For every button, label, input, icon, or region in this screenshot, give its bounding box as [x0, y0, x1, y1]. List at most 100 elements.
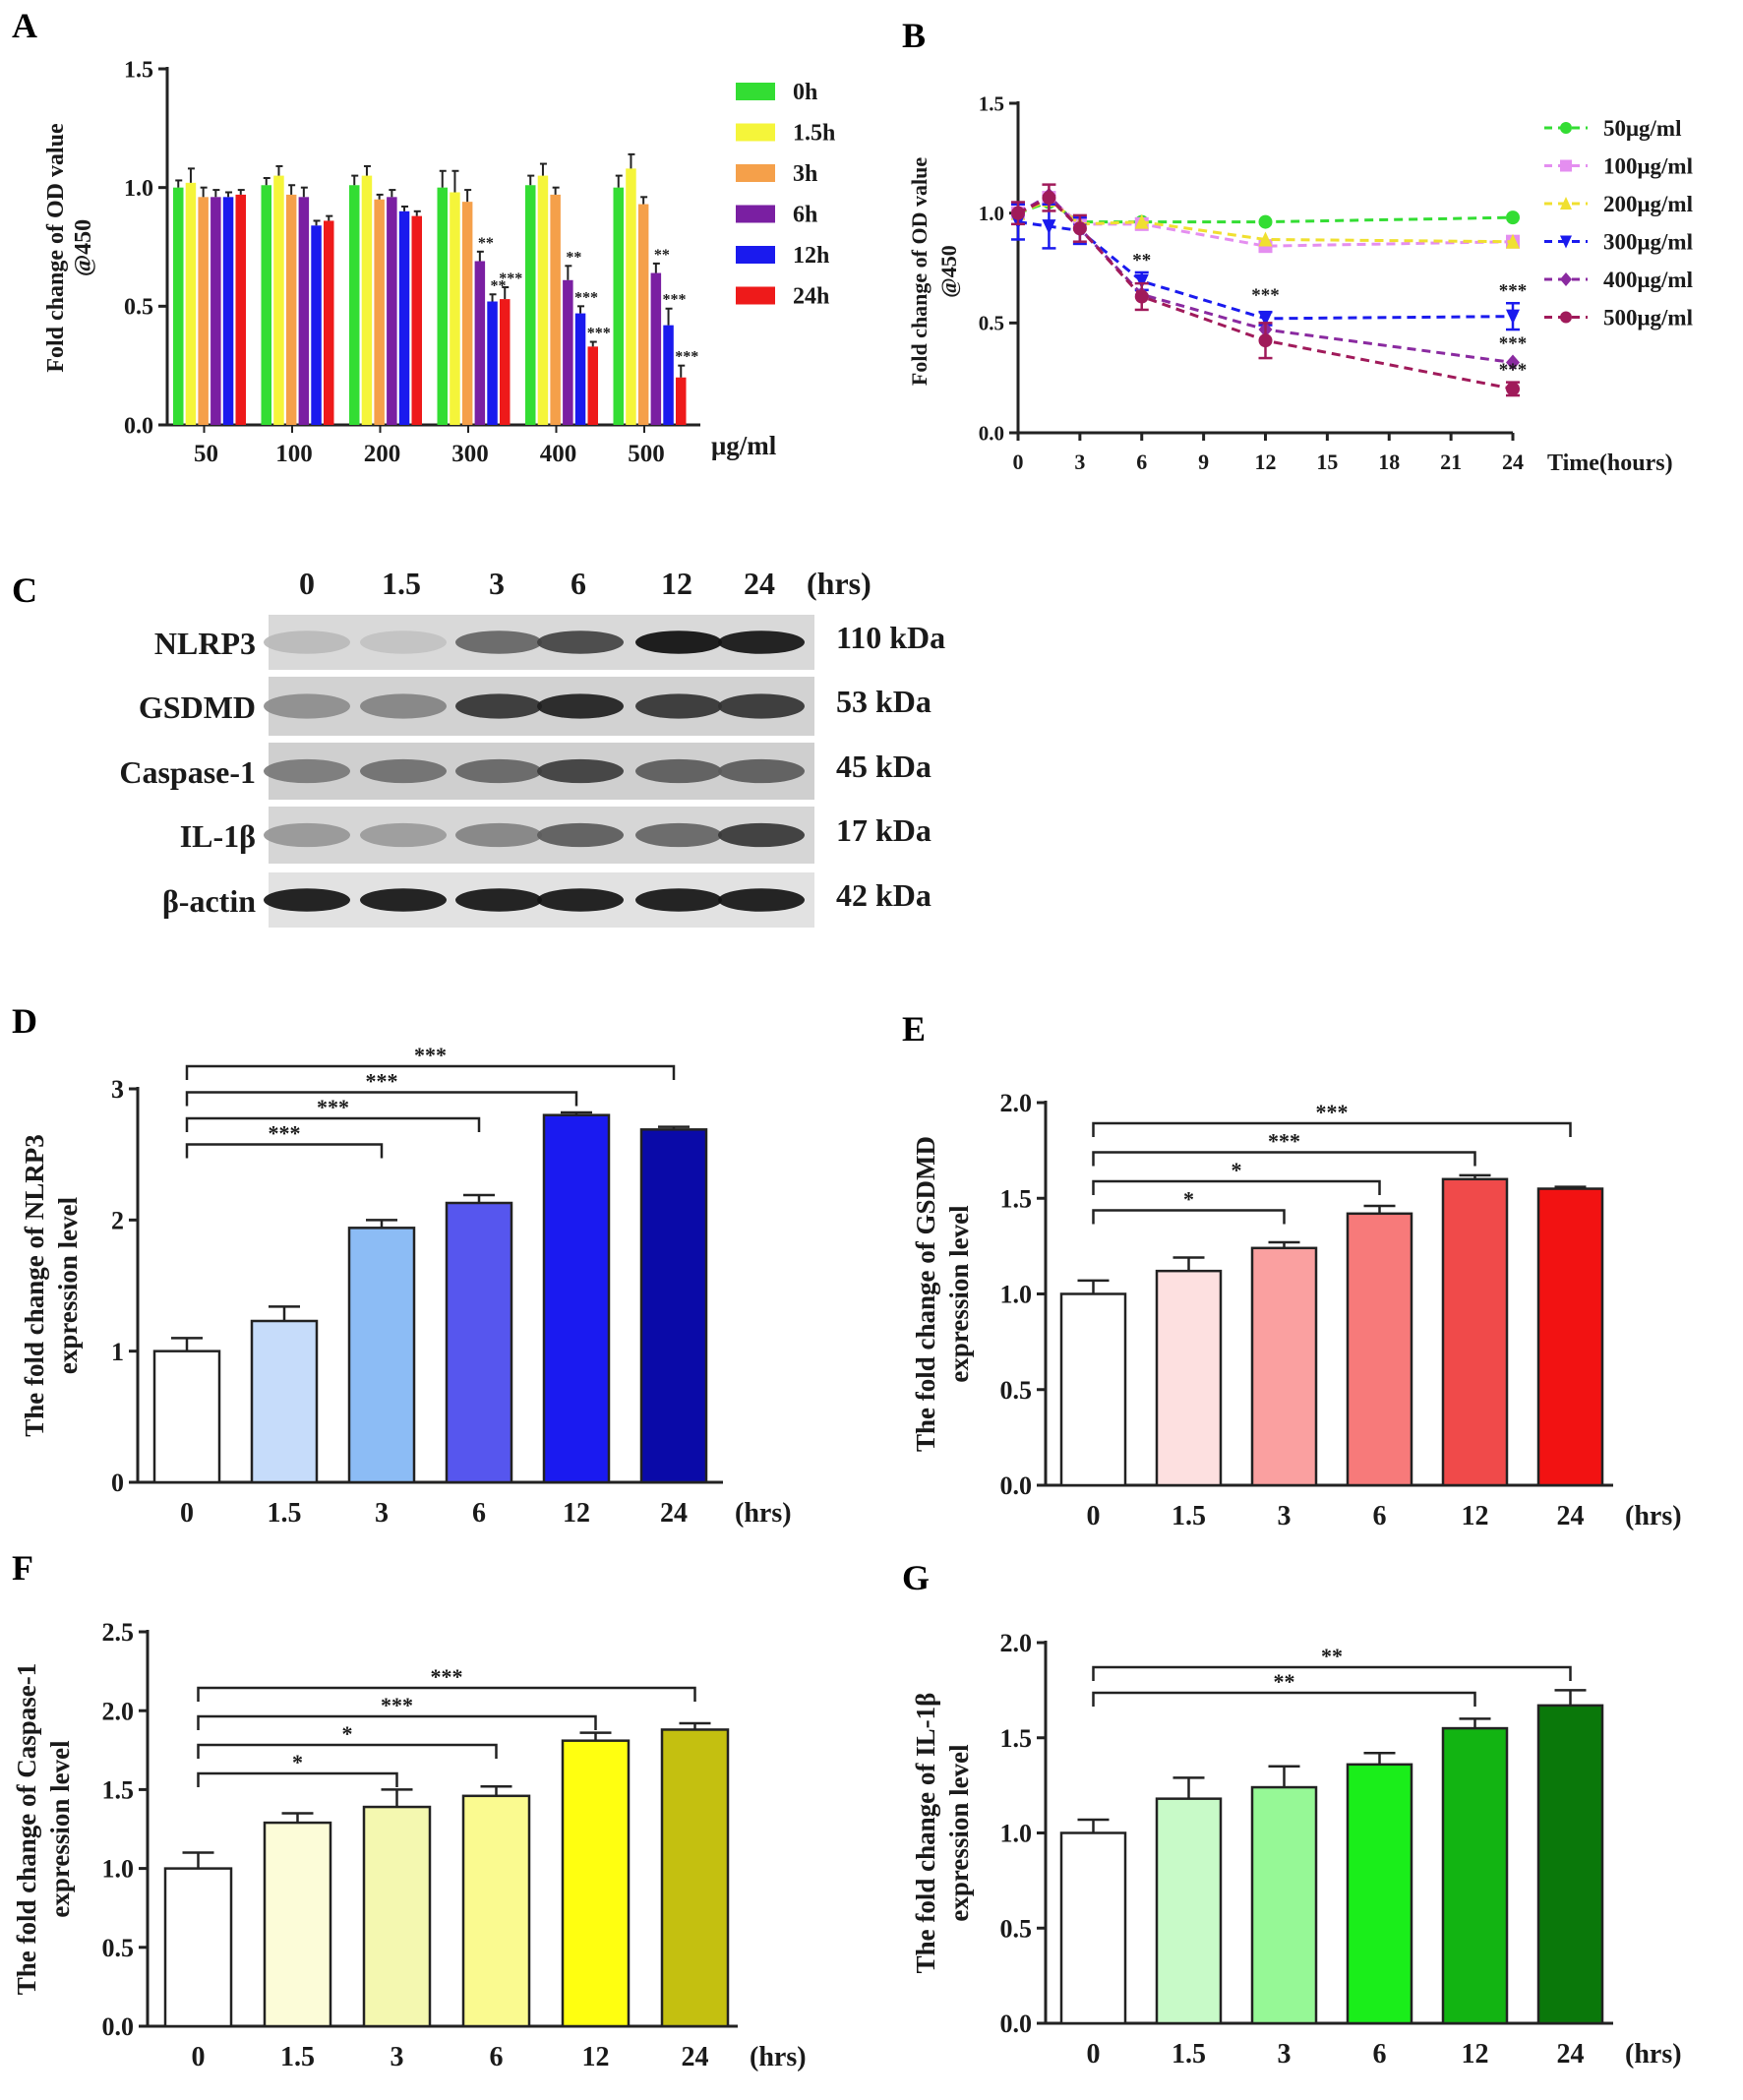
- c-molecular-weight: 53 kDa: [836, 684, 932, 719]
- d-x-tick-label: 0: [180, 1498, 194, 1529]
- b-significance-stars: ***: [1499, 360, 1528, 381]
- c-protein-name: IL-1β: [180, 818, 256, 854]
- a-legend-swatch: [736, 246, 775, 264]
- a-bar: [361, 175, 373, 425]
- a-legend-swatch: [736, 83, 775, 100]
- c-protein-band: [455, 888, 542, 912]
- a-significance-stars: ***: [574, 289, 598, 306]
- b-data-point: [1560, 235, 1572, 249]
- b-legend-label: 200μg/ml: [1603, 192, 1693, 216]
- a-bar: [450, 192, 460, 425]
- a-bar: [574, 313, 586, 425]
- a-bar: [198, 197, 209, 425]
- e-x-tick-label: 12: [1462, 1501, 1489, 1531]
- a-legend-swatch: [736, 164, 775, 182]
- d-significance-bracket: [185, 1091, 578, 1107]
- f-x-tick-label: 6: [490, 2042, 504, 2072]
- a-significance-stars: ***: [499, 270, 522, 287]
- a-y-axis-title: Fold change of OD value@450: [43, 123, 96, 373]
- a-bar: [525, 185, 536, 425]
- d-y-tick-label: 1: [111, 1338, 124, 1366]
- d-significance-bracket: [185, 1064, 676, 1080]
- a-bar: [173, 187, 184, 425]
- a-y-tick-label: 1.0: [124, 176, 153, 202]
- g-bar: [1536, 1704, 1604, 2025]
- d-significance-stars: ***: [414, 1043, 447, 1067]
- c-protein-band: [264, 758, 350, 784]
- b-significance-stars: ***: [1499, 281, 1528, 302]
- b-data-point: [1560, 197, 1572, 210]
- c-protein-band: [537, 758, 624, 784]
- e-significance-stars: ***: [1316, 1100, 1349, 1124]
- e-y-axis-title-line: expression level: [944, 1205, 974, 1383]
- c-protein-band: [718, 822, 805, 848]
- f-significance-stars: ***: [431, 1664, 463, 1689]
- f-y-tick-label: 1.0: [102, 1855, 135, 1884]
- a-legend-label: 24h: [793, 284, 829, 310]
- a-significance-stars: ***: [587, 326, 611, 342]
- e-y-axis-title: The fold change of GSDMD expression level: [911, 1136, 974, 1452]
- f-y-tick-label: 0.0: [102, 2012, 135, 2041]
- a-bar: [387, 197, 397, 425]
- panel-b-cell-viability-line-chart: 0.0 0.5 1.0 1.5 0 3 6 9 12 15 18 21 24 Time(hours) Fol…: [907, 91, 1693, 476]
- b-data-point: [1506, 210, 1520, 225]
- g-y-tick-label: 0.0: [1000, 2010, 1033, 2038]
- c-molecular-weight: 17 kDa: [836, 812, 932, 848]
- d-significance-stars: ***: [317, 1095, 349, 1119]
- a-x-tick-label: 100: [275, 441, 313, 467]
- b-legend-label: 500μg/ml: [1603, 306, 1693, 330]
- b-significance-stars: ***: [1251, 285, 1280, 306]
- d-bar: [639, 1128, 708, 1484]
- b-legend-label: 100μg/ml: [1603, 154, 1693, 179]
- a-significance-stars: **: [491, 277, 507, 294]
- d-y-axis-title-line: expression level: [53, 1196, 83, 1374]
- c-protein-band: [635, 888, 722, 912]
- c-protein-band: [635, 693, 722, 719]
- b-data-point: [1134, 213, 1149, 229]
- panel-g-il1b-bar-chart: 0.0 0.5 1.0 1.5 2.0 0 1.5 3 6 12 24 (hrs) ** ** The fo…: [911, 1629, 1682, 2070]
- panel-label-g: G: [902, 1558, 930, 1597]
- b-data-point: [1560, 159, 1572, 172]
- f-y-tick-label: 1.5: [102, 1776, 135, 1805]
- b-data-point: [1560, 311, 1572, 324]
- e-bar: [1346, 1212, 1413, 1487]
- c-lane-label: 24: [744, 566, 775, 601]
- b-x-tick-label: 9: [1198, 450, 1209, 474]
- b-data-point: [1042, 219, 1056, 235]
- b-data-point: [1506, 382, 1520, 396]
- b-significance-stars: **: [1132, 250, 1151, 270]
- b-data-point: [1560, 272, 1572, 286]
- g-x-tick-label: 3: [1278, 2039, 1292, 2070]
- d-significance-stars: ***: [366, 1069, 398, 1094]
- b-x-tick-label: 21: [1440, 450, 1462, 474]
- b-x-tick-label: 15: [1316, 450, 1338, 474]
- a-significance-stars: ***: [663, 292, 687, 309]
- d-bar: [250, 1319, 319, 1484]
- g-bar: [1155, 1797, 1223, 2025]
- a-legend-label: 1.5h: [793, 121, 835, 147]
- e-significance-stars: *: [1232, 1158, 1242, 1182]
- a-x-tick-label: 50: [194, 441, 218, 467]
- a-bar: [650, 272, 662, 425]
- f-x-axis-title: (hrs): [750, 2042, 807, 2072]
- a-x-tick-label: 300: [451, 441, 489, 467]
- a-x-tick-label: 500: [628, 441, 665, 467]
- a-x-tick-label: 400: [540, 441, 577, 467]
- g-y-tick-label: 1.0: [1000, 1820, 1033, 1848]
- d-x-tick-label: 24: [660, 1498, 688, 1529]
- b-data-point: [1072, 221, 1087, 236]
- g-x-tick-label: 12: [1462, 2039, 1489, 2070]
- d-significance-bracket: [185, 1143, 384, 1159]
- f-y-axis-title: The fold change of Caspase-1 expression l…: [12, 1663, 75, 1996]
- panel-label-c: C: [12, 570, 37, 610]
- g-significance-stars: **: [1274, 1669, 1295, 1694]
- f-y-tick-label: 2.0: [102, 1697, 135, 1725]
- c-protein-band: [360, 693, 447, 719]
- g-bar: [1346, 1763, 1413, 2025]
- b-y-tick-label: 1.0: [979, 202, 1004, 225]
- a-bar: [461, 202, 473, 425]
- c-lane-unit-label: (hrs): [807, 566, 872, 601]
- g-significance-stars: **: [1321, 1644, 1343, 1668]
- b-y-tick-label: 0.5: [979, 312, 1004, 335]
